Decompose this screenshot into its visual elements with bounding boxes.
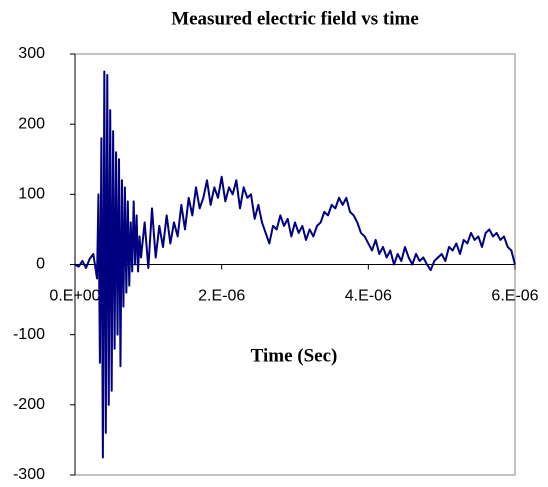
- y-tick-label: -300: [13, 466, 45, 483]
- data-line: [74, 70, 516, 459]
- x-tick-label: 4.E-06: [345, 288, 392, 305]
- x-axis-label: Time (Sec): [251, 345, 338, 366]
- y-tick-label: 0: [36, 256, 45, 273]
- y-tick-label: 100: [18, 186, 45, 203]
- y-tick-label: 200: [18, 115, 45, 132]
- x-tick-label: 0.E+00: [49, 288, 100, 305]
- x-tick-label: 2.E-06: [198, 288, 245, 305]
- y-tick-label: 300: [18, 45, 45, 62]
- x-tick-label: 6.E-06: [491, 288, 538, 305]
- y-tick-label: -100: [13, 326, 45, 343]
- y-tick-label: -200: [13, 396, 45, 413]
- chart-title: Measured electric field vs time: [171, 8, 419, 29]
